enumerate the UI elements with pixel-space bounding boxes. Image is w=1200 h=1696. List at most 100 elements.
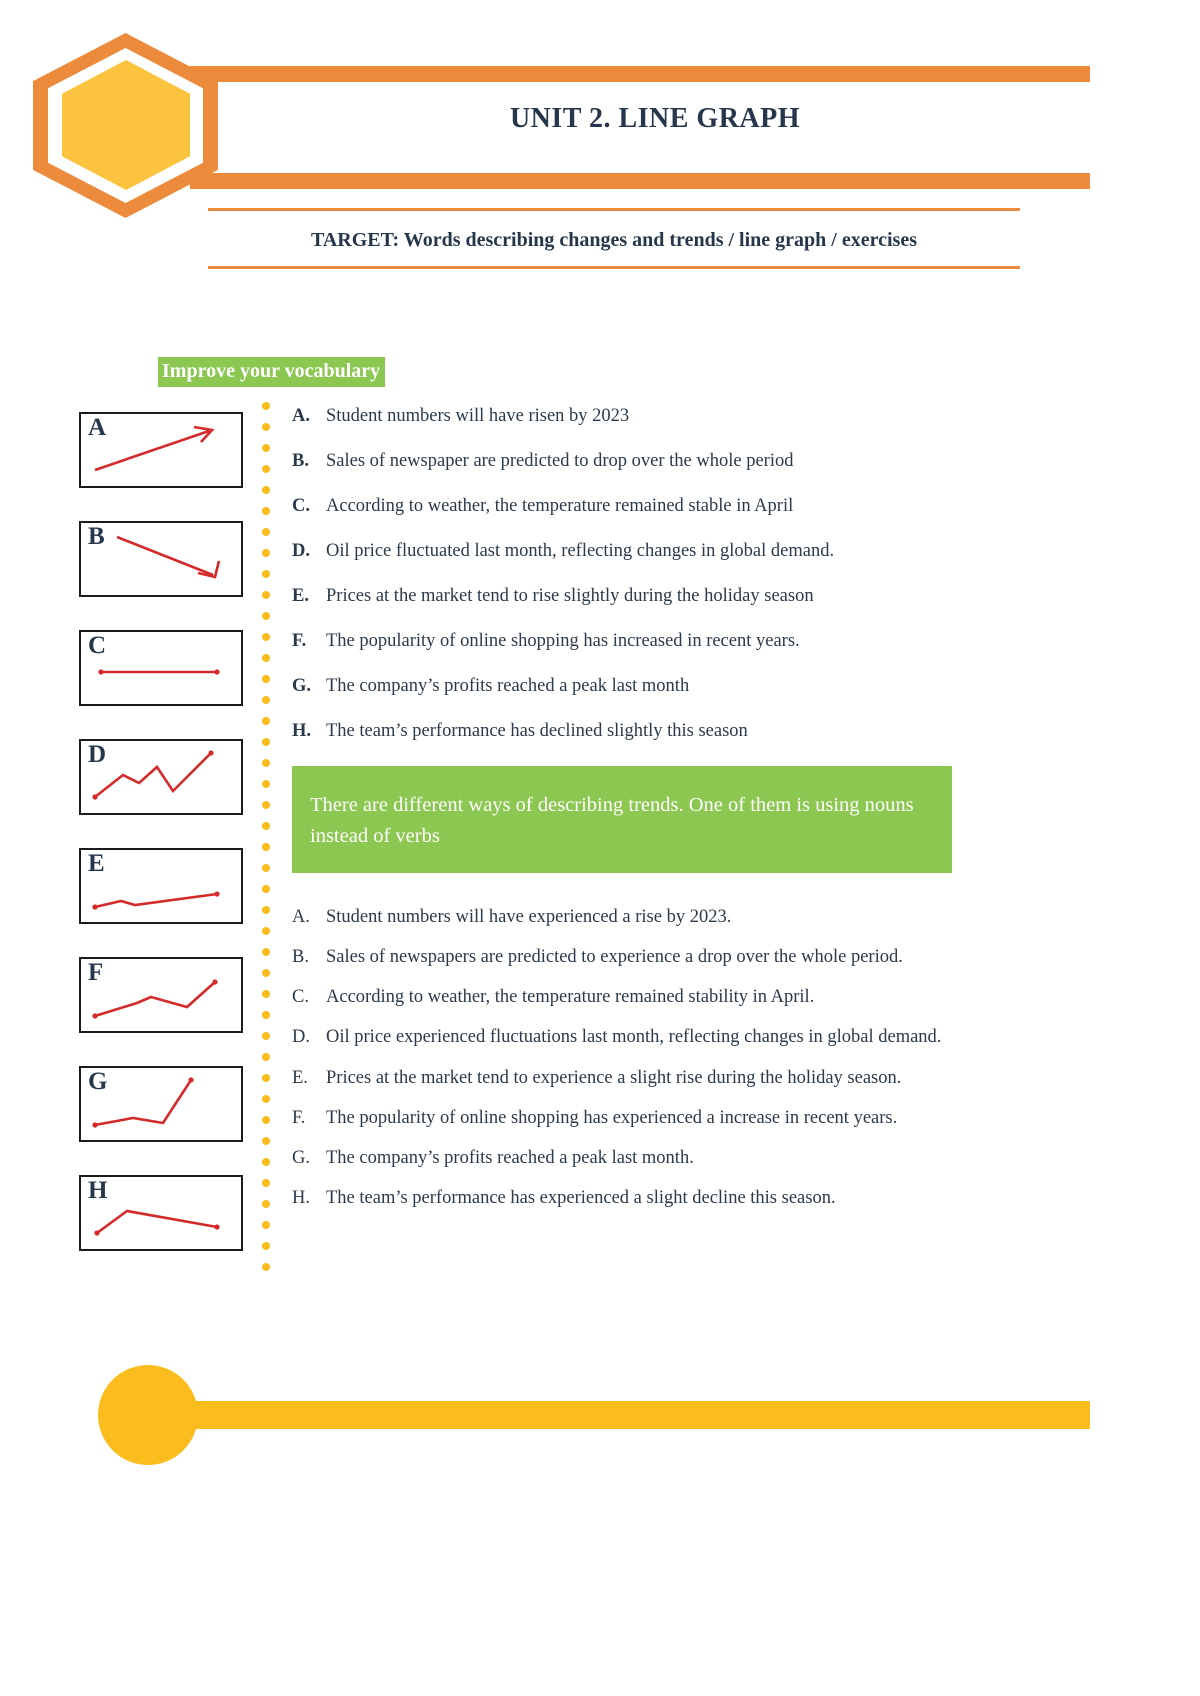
list-item-text: Sales of newspapers are predicted to exp… [326, 947, 903, 968]
list-item: B. Sales of newspapers are predicted to … [292, 939, 952, 975]
graph-line-c [98, 669, 220, 675]
list-item-text: The team’s performance has declined slig… [326, 720, 748, 741]
divider-dot [262, 1095, 270, 1103]
list-item-marker: C. [292, 987, 309, 1008]
list-item-marker: F. [292, 1107, 306, 1128]
page-footer [0, 1365, 1200, 1485]
divider-dot [262, 633, 270, 641]
graph-line-e [92, 891, 220, 910]
divider-dot [262, 612, 270, 620]
list-item: F. The popularity of online shopping has… [292, 629, 952, 654]
graph-label-h: H [88, 1177, 108, 1204]
list-item-marker: F. [292, 630, 307, 651]
list-item: A. Student numbers will have risen by 20… [292, 404, 952, 429]
divider-dot [262, 822, 270, 830]
target-rule-top [208, 208, 1020, 211]
graph-box-h: H [79, 1175, 243, 1251]
graph-box-f: F [79, 957, 243, 1033]
target-block: TARGET: Words describing changes and tre… [208, 208, 1020, 269]
footer-bar [170, 1401, 1090, 1429]
divider-dot [262, 948, 270, 956]
graph-line-b [116, 535, 221, 579]
header-bar-bottom [190, 173, 1090, 189]
footer-circle-icon [98, 1365, 198, 1465]
list-item-text: Student numbers will have experienced a … [326, 907, 732, 928]
list-item-text: According to weather, the temperature re… [326, 987, 815, 1008]
divider-dot [262, 1221, 270, 1229]
list-item-marker: B. [292, 947, 309, 968]
list-item: C. According to weather, the temperature… [292, 494, 952, 519]
divider-dot [262, 1137, 270, 1145]
divider-dot [262, 507, 270, 515]
divider-dot [262, 843, 270, 851]
divider-dot [262, 738, 270, 746]
list-item-text: Oil price experienced fluctuations last … [326, 1027, 942, 1048]
graph-label-f: F [88, 959, 104, 986]
list-item: E. Prices at the market tend to rise sli… [292, 584, 952, 609]
list-item: B. Sales of newspaper are predicted to d… [292, 449, 952, 474]
list-item-marker: B. [292, 450, 309, 471]
list-item-text: The popularity of online shopping has in… [326, 630, 800, 651]
graph-line-f [92, 979, 218, 1019]
graph-label-g: G [88, 1068, 108, 1095]
list-item: G. The company’s profits reached a peak … [292, 674, 952, 699]
divider-dot [262, 1074, 270, 1082]
list-item: F. The popularity of online shopping has… [292, 1100, 952, 1136]
list-item-marker: A. [292, 406, 310, 426]
divider-dot [262, 1179, 270, 1187]
page-header: UNIT 2. LINE GRAPH [0, 0, 1200, 230]
list-item-marker: H. [292, 1187, 310, 1208]
graph-thumbnail-column: A B C D E [79, 412, 244, 1284]
graph-line-a [94, 425, 215, 472]
graph-label-e: E [88, 850, 105, 877]
list-item-text: Student numbers will have risen by 2023 [326, 406, 630, 426]
list-item-text: Prices at the market tend to rise slight… [326, 585, 814, 606]
divider-dot [262, 1053, 270, 1061]
dotted-divider [262, 402, 270, 1282]
divider-dot [262, 402, 270, 410]
divider-dot [262, 444, 270, 452]
divider-dot [262, 759, 270, 767]
header-bar-top [190, 66, 1090, 82]
divider-dot [262, 696, 270, 704]
divider-dot [262, 1116, 270, 1124]
divider-dot [262, 906, 270, 914]
divider-dot [262, 423, 270, 431]
list-item-marker: E. [292, 1067, 308, 1088]
graph-line-g [92, 1077, 194, 1128]
list-item-text: The company’s profits reached a peak las… [326, 675, 690, 696]
graph-box-e: E [79, 848, 243, 924]
graph-line-d [92, 750, 214, 800]
divider-dot [262, 1263, 270, 1271]
list-item-marker: D. [292, 1027, 310, 1048]
list-item: D. Oil price fluctuated last month, refl… [292, 539, 952, 564]
list-item-marker: A. [292, 907, 310, 928]
divider-dot [262, 1032, 270, 1040]
divider-dot [262, 549, 270, 557]
list-item-text: Prices at the market tend to experience … [326, 1067, 902, 1088]
list-item: G. The company’s profits reached a peak … [292, 1140, 952, 1176]
graph-label-a: A [88, 414, 107, 441]
target-text: TARGET: Words describing changes and tre… [311, 229, 917, 251]
list-item-text: The popularity of online shopping has ex… [326, 1107, 898, 1128]
target-rule-bottom [208, 266, 1020, 269]
graph-box-a: A [79, 412, 243, 488]
list-item-text: Oil price fluctuated last month, reflect… [326, 540, 835, 561]
divider-dot [262, 780, 270, 788]
divider-dot [262, 927, 270, 935]
divider-dot [262, 801, 270, 809]
divider-dot [262, 864, 270, 872]
list-item-marker: E. [292, 585, 309, 606]
list-item: H. The team’s performance has experience… [292, 1180, 952, 1216]
list-item-marker: G. [292, 1147, 310, 1168]
graph-label-c: C [88, 632, 107, 659]
list-item: E. Prices at the market tend to experien… [292, 1060, 952, 1096]
divider-dot [262, 1200, 270, 1208]
list-item-text: The company’s profits reached a peak las… [326, 1147, 694, 1168]
divider-dot [262, 1011, 270, 1019]
divider-dot [262, 1242, 270, 1250]
divider-dot [262, 717, 270, 725]
graph-label-b: B [88, 523, 105, 550]
list-item-text: According to weather, the temperature re… [326, 495, 794, 516]
list-item-marker: G. [292, 675, 312, 696]
